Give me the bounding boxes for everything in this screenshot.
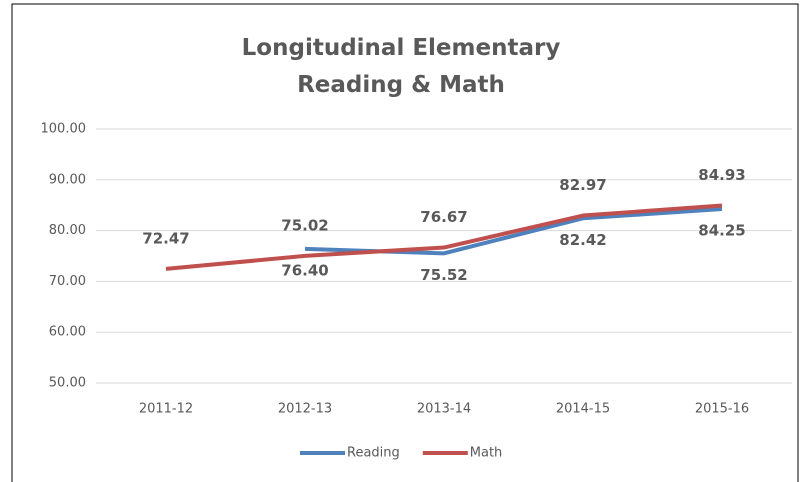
data-label: 76.40 bbox=[281, 261, 328, 279]
y-tick-label: 50.00 bbox=[49, 376, 86, 391]
data-label: 82.97 bbox=[559, 176, 606, 194]
data-label: 82.42 bbox=[559, 231, 606, 249]
legend-label: Math bbox=[470, 446, 503, 461]
data-label: 72.47 bbox=[142, 229, 189, 247]
chart-title: Longitudinal Elementary Reading & Math bbox=[241, 35, 561, 98]
x-tick-label: 2011-12 bbox=[139, 402, 193, 417]
line-series bbox=[165, 203, 723, 271]
data-label: 75.52 bbox=[420, 266, 467, 284]
data-label: 84.25 bbox=[698, 222, 745, 240]
data-label: 84.93 bbox=[698, 166, 745, 184]
x-tick-label: 2014-15 bbox=[556, 402, 610, 417]
x-tick-label: 2012-13 bbox=[278, 402, 332, 417]
y-tick-label: 60.00 bbox=[49, 325, 86, 340]
y-tick-label: 80.00 bbox=[49, 223, 86, 238]
data-label: 76.67 bbox=[420, 208, 467, 226]
y-tick-label: 100.00 bbox=[41, 122, 87, 137]
x-tick-label: 2015-16 bbox=[695, 402, 749, 417]
y-tick-label: 70.00 bbox=[49, 274, 86, 289]
data-label: 75.02 bbox=[281, 216, 328, 234]
y-tick-label: 90.00 bbox=[49, 172, 86, 187]
legend-label: Reading bbox=[347, 446, 400, 461]
chart-frame bbox=[11, 3, 799, 482]
x-tick-label: 2013-14 bbox=[417, 402, 471, 417]
